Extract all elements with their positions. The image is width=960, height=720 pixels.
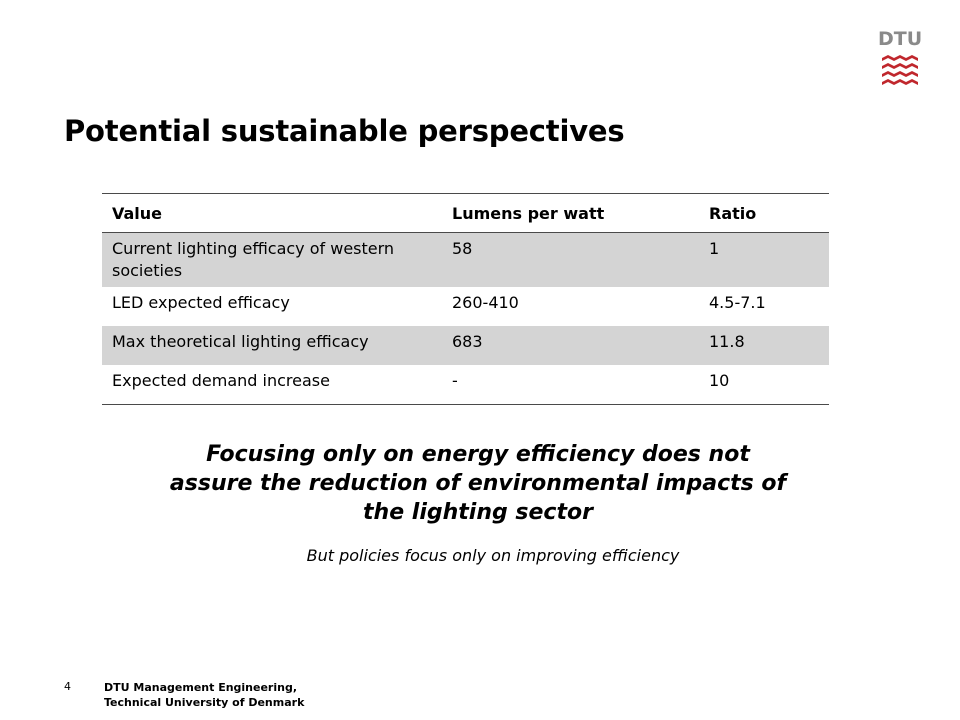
policy-note: But policies focus only on improving eff… xyxy=(306,546,680,565)
dtu-logo-mark-icon xyxy=(882,55,918,85)
table-row: Current lighting efficacy of western soc… xyxy=(102,232,829,287)
footer-affiliation: DTU Management Engineering, Technical Un… xyxy=(104,680,304,710)
cell-value: LED expected efficacy xyxy=(112,293,290,312)
footer-line-university: Technical University of Denmark xyxy=(104,696,305,709)
column-header-lumens-per-watt: Lumens per watt xyxy=(442,193,699,233)
page-number: 4 xyxy=(64,680,71,693)
footer-line-department: DTU Management Engineering, xyxy=(104,681,298,694)
dtu-logo: DTU xyxy=(878,28,922,86)
cell-ratio: 10 xyxy=(699,365,829,405)
column-header-ratio: Ratio xyxy=(699,193,829,233)
table-row: Max theoretical lighting efficacy 683 11… xyxy=(102,326,829,365)
table-row: Expected demand increase - 10 xyxy=(102,365,829,405)
cell-value: Current lighting efficacy of western soc… xyxy=(102,232,442,287)
cell-ratio: 11.8 xyxy=(699,326,829,365)
table-header-row: Value Lumens per watt Ratio xyxy=(102,193,829,233)
key-statement: Focusing only on energy efficiency does … xyxy=(120,440,836,527)
dtu-logo-text: DTU xyxy=(878,28,923,50)
cell-value: Expected demand increase xyxy=(102,365,442,405)
key-statement-line: the lighting sector xyxy=(363,500,593,525)
cell-lumens-per-watt: 683 xyxy=(442,326,699,365)
cell-lumens-per-watt: 260-410 xyxy=(452,293,519,312)
key-statement-line: assure the reduction of environmental im… xyxy=(169,471,787,496)
cell-value: Max theoretical lighting efficacy xyxy=(102,326,442,365)
cell-ratio: 4.5-7.1 xyxy=(709,293,766,312)
efficacy-table: Value Lumens per watt Ratio Current ligh… xyxy=(102,193,829,405)
cell-lumens-per-watt: 58 xyxy=(442,232,699,287)
table-row: LED expected efficacy 260-410 4.5-7.1 xyxy=(102,287,829,326)
slide-title: Potential sustainable perspectives xyxy=(64,114,625,148)
cell-ratio: 1 xyxy=(699,232,829,287)
column-header-value: Value xyxy=(102,193,442,233)
key-statement-line: Focusing only on energy efficiency does … xyxy=(206,442,750,467)
cell-lumens-per-watt: - xyxy=(442,365,699,405)
